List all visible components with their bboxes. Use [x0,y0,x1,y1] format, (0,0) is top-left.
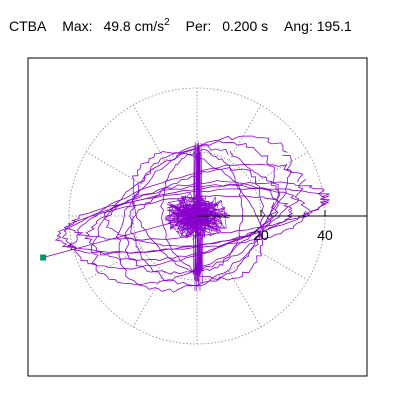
max-unit: cm/s [134,18,165,34]
trace-loop-10 [160,148,244,272]
per-value: 0.200 s [222,18,269,34]
motion-traces [40,135,330,293]
trace-loop-8 [84,180,279,261]
trace-loop-11 [61,194,294,254]
grid-spoke-150 [85,151,142,185]
radial-tick-label-20: 20 [253,227,269,243]
station-code: CTBA [9,18,47,34]
max-unit-exponent: 2 [164,17,170,28]
grid-spoke-240 [132,271,166,328]
trace-spikes [192,141,204,291]
grid-spoke-330 [252,247,309,281]
trace-core [164,192,231,240]
grid-spoke-60 [228,104,262,161]
per-label: Per: [185,18,212,34]
grid-spoke-300 [228,271,262,328]
plot-frame [27,57,368,377]
ang-value: 195.1 [316,18,352,34]
radial-axis: 20 40 [197,210,367,243]
max-label: Max: [62,18,93,34]
chart-header: CTBA Max: 49.8 cm/s2 Per: 0.200 s Ang: 1… [9,17,352,37]
radial-tick-label-40: 40 [317,227,333,243]
trace-loop-7 [129,145,266,287]
grid-spoke-120 [132,104,166,161]
peak-direction-line [43,215,198,258]
trace-loop-4 [103,184,311,248]
grid-spoke-30 [252,151,309,185]
ang-label: Ang: [284,18,313,34]
peak-marker [40,254,47,261]
max-value: 49.8 [103,18,131,34]
